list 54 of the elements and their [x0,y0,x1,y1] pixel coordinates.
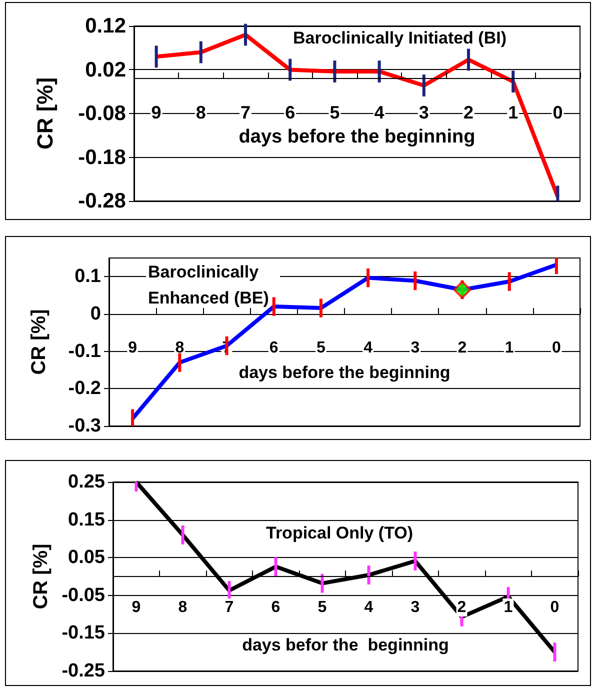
x-tick-label: 8 [196,102,206,122]
x-tick-label: 2 [458,340,467,356]
y-axis-title: CR [%] [30,544,52,610]
x-tick-label: 8 [175,340,184,356]
x-tick-label: 1 [504,599,513,616]
y-tick-label: 0 [90,304,101,324]
y-tick-label: 0.02 [85,58,126,82]
x-tick-label: 0 [552,340,561,356]
x-tick-label: 6 [269,340,278,356]
x-tick-label: 5 [330,102,340,122]
y-tick-label: -0.3 [68,416,101,436]
x-axis-title: days befor the beginning [242,636,449,654]
x-tick-label: 0 [552,102,563,122]
y-tick-label: -0.2 [68,378,101,400]
x-tick-label: 1 [504,340,514,356]
x-tick-label: 7 [240,102,251,122]
x-tick-label: 1 [508,102,518,122]
x-tick-label: 6 [285,102,296,122]
x-tick-label: 3 [410,599,420,616]
x-tick-label: 6 [271,599,280,616]
x-tick-label: 4 [364,599,374,616]
y-tick-label: -0.28 [78,190,126,212]
y-axis-title: CR [%] [32,77,58,150]
x-tick-label: 9 [151,102,162,122]
y-tick-label: 0.1 [74,266,102,288]
y-tick-label: -0.08 [78,102,126,125]
x-axis-title: days before the beginning [238,363,450,382]
x-tick-label: 0 [550,599,560,616]
y-tick-label: -0.18 [78,146,126,169]
y-axis-title: CR [%] [28,309,50,375]
y-tick-label: -0.1 [68,340,102,362]
x-tick-label: 4 [374,102,384,122]
x-tick-label: 7 [224,599,234,616]
x-tick-label: 8 [178,599,188,616]
y-tick-label: 0.15 [68,509,106,530]
x-tick-label: 9 [132,599,141,616]
y-tick-label: -0.15 [62,622,106,644]
x-tick-label: 9 [128,340,138,356]
y-tick-label: -0.25 [62,660,106,682]
x-tick-label: 2 [457,599,466,616]
x-tick-label: 3 [418,102,429,122]
y-tick-label: 0.25 [68,472,106,492]
y-tick-label: -0.05 [62,584,106,606]
chart-title: Baroclinically Initiated (BI) [293,28,506,48]
text: Tropical Only (TO) [266,524,414,542]
x-tick-label: 3 [410,340,420,356]
x-tick-label: 4 [364,340,373,356]
x-axis-title: days before the beginning [238,126,476,148]
x-tick-label: 5 [318,599,327,616]
x-tick-label: 5 [316,340,326,356]
text: Baroclinically Enhanced (BE) [148,262,269,308]
x-tick-label: 2 [463,102,474,122]
y-tick-label: 0.05 [68,547,106,568]
y-tick-label: 0.12 [85,14,126,38]
